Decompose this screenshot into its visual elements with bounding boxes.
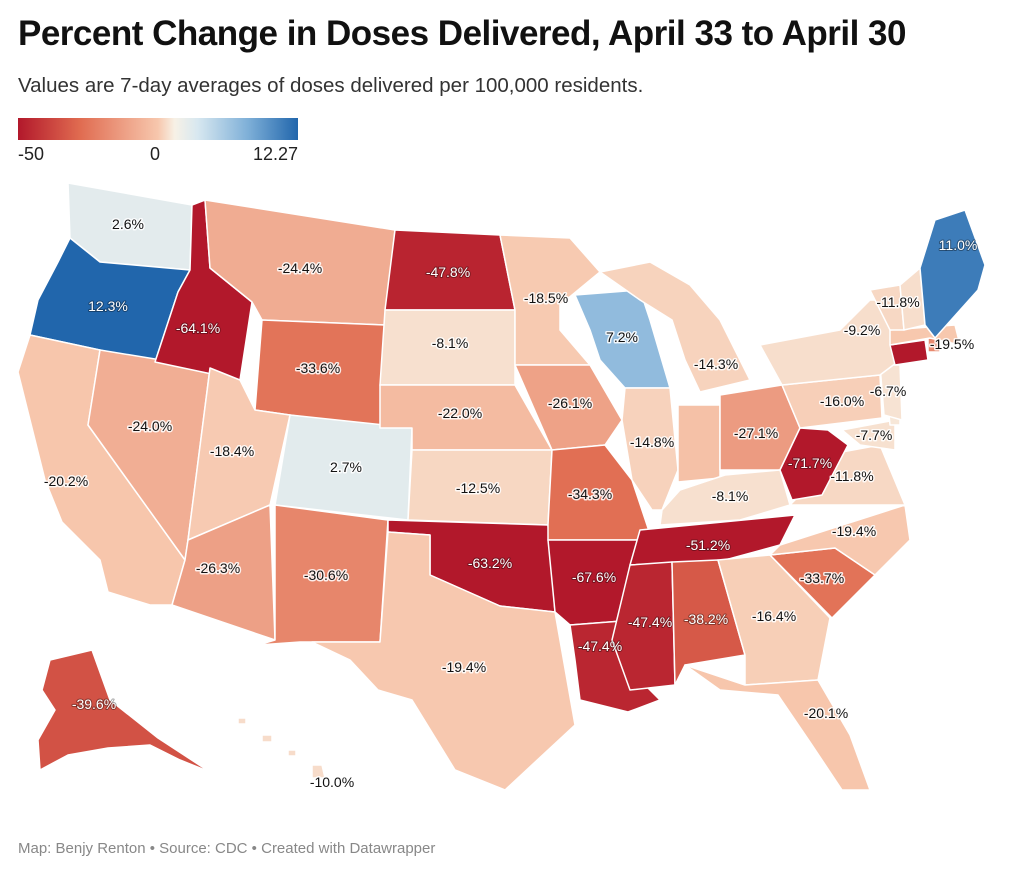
state-label-nd: -47.8% [426,264,470,280]
state-label-nc: -19.4% [832,523,876,539]
state-hi[interactable] [237,717,326,779]
state-label-ut: -18.4% [210,443,254,459]
legend-min-label: -50 [18,144,45,164]
state-label-ar: -67.6% [572,569,616,585]
state-label-wi: 7.2% [606,329,638,345]
state-fl[interactable] [684,664,871,791]
state-label-ne: -22.0% [438,405,482,421]
legend-ticks: -50 0 12.27 [18,144,298,166]
state-label-wy: -33.6% [296,360,340,376]
state-il[interactable] [621,387,679,511]
state-in[interactable] [677,404,721,483]
state-ak[interactable] [37,649,211,773]
state-ms[interactable] [611,561,676,691]
state-label-va: -11.8% [830,468,873,484]
state-ny[interactable] [759,299,901,386]
state-label-vt: -11.8% [876,294,919,310]
chart-subtitle: Values are 7-day averages of doses deliv… [18,74,644,97]
state-label-mi: -14.3% [694,356,738,372]
state-shapes [17,182,986,791]
state-label-nv: -24.0% [128,418,172,434]
state-label-al: -38.2% [684,611,728,627]
state-label-ca: -20.2% [44,473,88,489]
state-label-ma: -19.5% [930,336,974,352]
legend-gradient-bar [18,118,298,140]
state-label-ms: -47.4% [628,614,672,630]
chart-title: Percent Change in Doses Delivered, April… [18,14,906,53]
state-az[interactable] [171,504,276,641]
state-label-oh: -27.1% [734,425,778,441]
state-label-sc: -33.7% [800,570,844,586]
state-label-ia: -26.1% [548,395,592,411]
state-label-il: -14.8% [630,434,674,450]
state-label-nj: -6.7% [870,383,907,399]
state-ky[interactable] [659,469,791,526]
state-ia[interactable] [514,364,623,451]
legend-mid-label: 0 [150,144,161,164]
state-mi[interactable] [599,261,751,393]
legend-max-label: 12.27 [252,144,298,164]
state-label-ak: -39.6% [72,696,116,712]
color-legend: -50 0 12.27 [18,118,298,166]
state-label-mn: -18.5% [524,290,568,306]
state-label-fl: -20.1% [804,705,848,721]
state-label-wa: 2.6% [112,216,144,232]
state-label-mt: -24.4% [278,260,322,276]
state-label-la: -47.4% [578,638,622,654]
footer-credit: Map: Benjy Renton • Source: CDC • Create… [18,840,436,857]
state-label-pa: -16.0% [820,393,864,409]
state-label-tx: -19.4% [442,659,486,675]
state-label-sd: -8.1% [432,335,469,351]
state-me[interactable] [919,209,986,339]
state-label-tn: -51.2% [686,537,730,553]
state-label-az: -26.3% [196,560,240,576]
state-label-mo: -34.3% [568,486,612,502]
us-states-map: 2.6% 12.3% -20.2% -24.0% -64.1% -24.4% -33.6% -… [17,182,986,792]
state-label-ky: -8.1% [712,488,749,504]
state-md[interactable] [841,419,896,451]
state-label-co: 2.7% [330,459,362,475]
state-label-nm: -30.6% [304,567,348,583]
state-label-ga: -16.4% [752,608,796,624]
state-tx[interactable] [311,531,576,791]
state-mn[interactable] [499,234,601,366]
state-labels: 2.6% 12.3% -20.2% -24.0% -64.1% -24.4% -33.6% -… [42,215,978,792]
state-label-ks: -12.5% [456,480,500,496]
state-label-hi: -10.0% [310,774,354,790]
state-label-id: -64.1% [176,320,220,336]
state-label-or: 12.3% [88,298,128,314]
state-tn[interactable] [629,514,796,566]
state-label-ok: -63.2% [468,555,512,571]
state-label-ny: -9.2% [844,322,881,338]
state-label-me: 11.0% [939,237,978,253]
state-label-md: -7.7% [856,427,893,443]
state-label-wv: -71.7% [788,455,832,471]
